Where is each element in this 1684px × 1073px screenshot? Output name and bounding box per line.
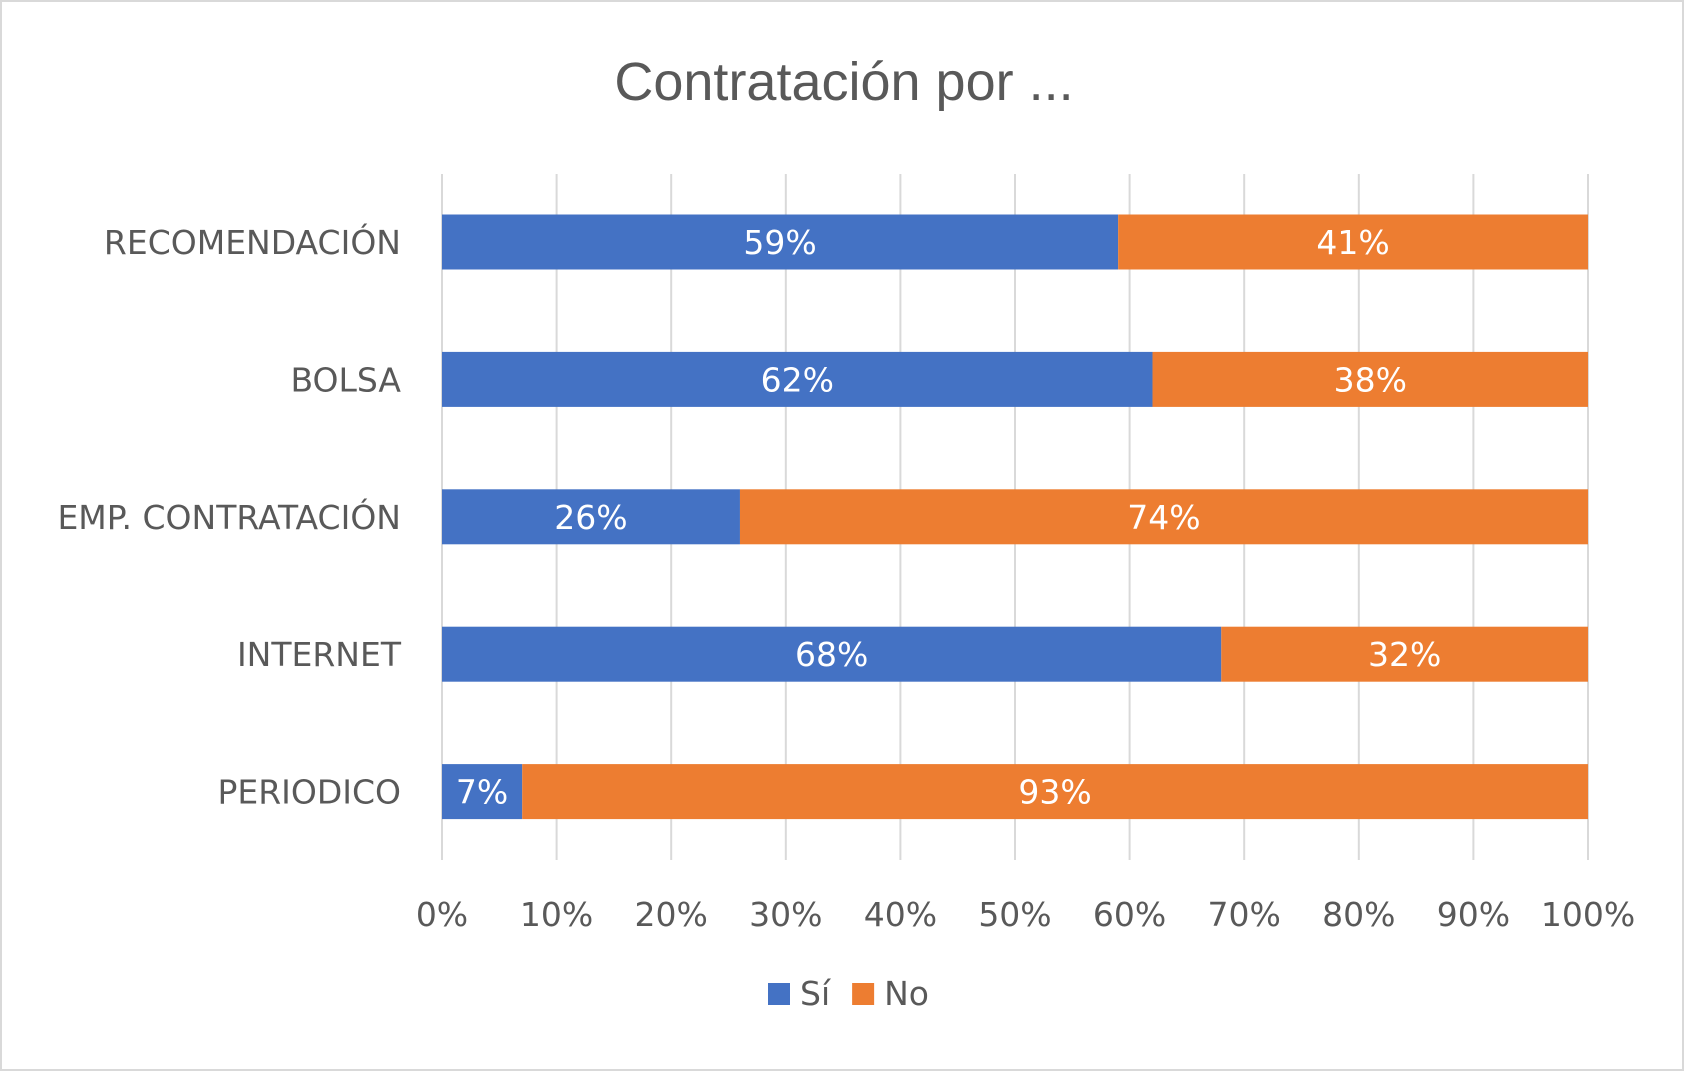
bar-no-emp-contratacion bbox=[739, 489, 1588, 545]
legend-label-si: Sí bbox=[800, 974, 832, 1013]
x-tick-label-1: 10% bbox=[520, 895, 593, 934]
bar-no-internet bbox=[1221, 626, 1588, 682]
x-tick-label-10: 100% bbox=[1541, 895, 1635, 934]
category-label-recomendacion: RECOMENDACIÓN bbox=[104, 222, 401, 262]
x-tick-label-4: 40% bbox=[864, 895, 937, 934]
category-label-periodico: PERIODICO bbox=[217, 773, 401, 812]
data-label-si-periodico: 7% bbox=[456, 773, 508, 812]
x-tick-label-7: 70% bbox=[1208, 895, 1281, 934]
category-label-bolsa: BOLSA bbox=[290, 360, 401, 399]
data-label-no-internet: 32% bbox=[1368, 635, 1441, 674]
chart-title: Contratación por ... bbox=[614, 52, 1073, 112]
value-axis: 0% 10% 20% 30% 40% 50% 60% 70% 80% 90% 100% bbox=[416, 895, 1635, 934]
bar-si-emp-contratacion bbox=[442, 489, 740, 545]
category-label-internet: INTERNET bbox=[237, 635, 402, 674]
bar-si-internet bbox=[442, 626, 1222, 682]
bar-no-recomendacion bbox=[1118, 214, 1588, 270]
bars: 59% 41% 62% 38% 26% 74% 68% 32% 7% 93% bbox=[442, 214, 1588, 820]
x-tick-label-9: 90% bbox=[1437, 895, 1510, 934]
bar-si-recomendacion bbox=[442, 214, 1119, 270]
x-tick-label-5: 50% bbox=[978, 895, 1051, 934]
data-label-no-emp-contratacion: 74% bbox=[1127, 498, 1200, 537]
data-label-si-recomendacion: 59% bbox=[743, 223, 816, 262]
bar-si-bolsa bbox=[442, 351, 1153, 407]
bar-no-periodico bbox=[522, 764, 1588, 820]
x-tick-label-8: 80% bbox=[1322, 895, 1395, 934]
bar-no-bolsa bbox=[1152, 351, 1588, 407]
category-axis: RECOMENDACIÓN BOLSA EMP. CONTRATACIÓN INTER… bbox=[57, 222, 401, 812]
x-tick-label-3: 30% bbox=[749, 895, 822, 934]
x-tick-label-6: 60% bbox=[1093, 895, 1166, 934]
x-tick-label-2: 20% bbox=[635, 895, 708, 934]
data-label-no-periodico: 93% bbox=[1018, 773, 1091, 812]
data-label-si-bolsa: 62% bbox=[761, 360, 834, 399]
bar-si-periodico bbox=[442, 764, 523, 820]
legend-label-no: No bbox=[884, 974, 929, 1013]
data-label-no-bolsa: 38% bbox=[1334, 360, 1407, 399]
category-label-emp-contratacion: EMP. CONTRATACIÓN bbox=[57, 497, 401, 537]
legend-swatch-no bbox=[852, 983, 875, 1005]
data-label-si-emp-contratacion: 26% bbox=[554, 498, 627, 537]
legend-swatch-si bbox=[768, 983, 790, 1005]
data-label-si-internet: 68% bbox=[795, 635, 868, 674]
x-tick-label-0: 0% bbox=[416, 895, 468, 934]
data-label-no-recomendacion: 41% bbox=[1316, 223, 1389, 262]
legend: Sí No bbox=[768, 974, 929, 1013]
